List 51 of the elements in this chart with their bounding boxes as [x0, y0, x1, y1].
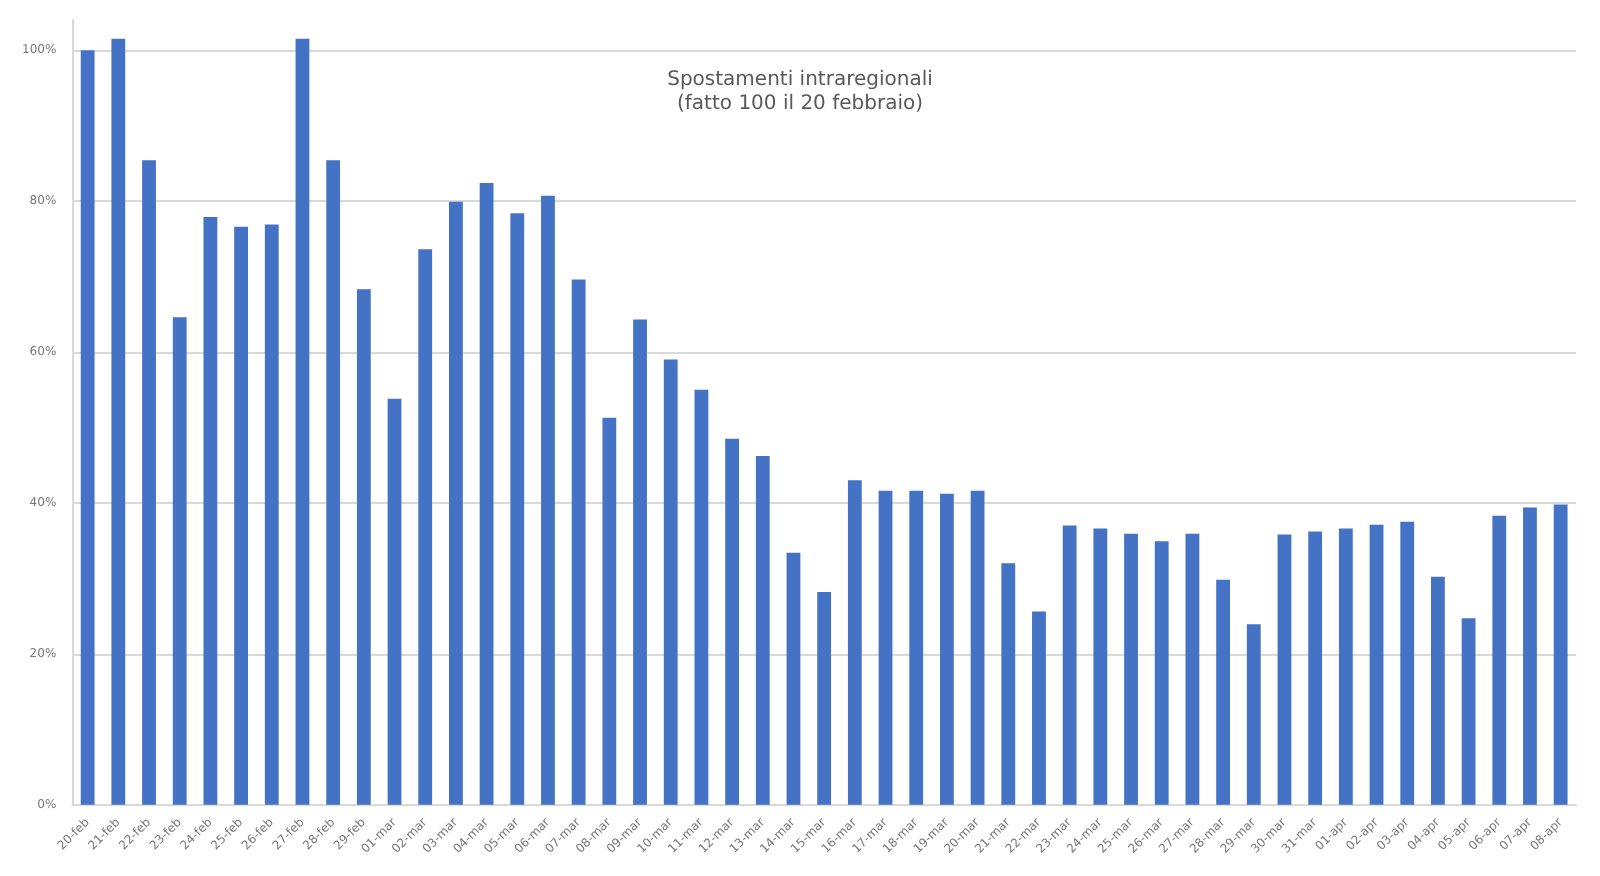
bar — [479, 182, 494, 805]
bar — [111, 38, 126, 805]
bar — [1400, 521, 1415, 805]
bar — [878, 490, 893, 805]
bar — [694, 389, 709, 805]
bar — [172, 317, 187, 805]
bar — [80, 50, 95, 805]
bar — [418, 249, 433, 805]
bar — [1308, 531, 1323, 805]
bar — [264, 224, 279, 805]
bar — [940, 493, 954, 805]
bar — [356, 289, 371, 805]
bar — [1032, 611, 1046, 805]
bar — [1093, 528, 1108, 805]
bar — [510, 213, 525, 805]
text: Spostamenti intraregionali — [667, 69, 933, 91]
bar — [1369, 524, 1384, 805]
bar — [1246, 624, 1261, 805]
bar — [847, 480, 862, 805]
bar — [970, 490, 985, 805]
bar — [1277, 534, 1292, 805]
bar — [725, 438, 739, 805]
bar — [1062, 525, 1077, 805]
bar — [1492, 515, 1507, 805]
bar — [234, 226, 248, 805]
bar — [1216, 579, 1230, 805]
bar — [1124, 533, 1138, 805]
bar — [1338, 528, 1353, 805]
bar — [1154, 541, 1169, 805]
bar — [602, 417, 617, 805]
bar — [449, 201, 463, 805]
bar — [1461, 618, 1476, 805]
bar — [1431, 576, 1445, 805]
text: (fatto 100 il 20 febbraio) — [677, 93, 924, 115]
bar — [1523, 507, 1537, 805]
bar — [1553, 504, 1568, 805]
bar — [786, 552, 801, 805]
bar — [387, 398, 402, 805]
bar — [663, 359, 678, 805]
bar — [817, 591, 832, 805]
bar — [1185, 533, 1200, 805]
bar — [295, 38, 310, 805]
bar — [755, 456, 770, 805]
bar — [633, 319, 647, 805]
bar — [541, 195, 555, 805]
bar — [142, 160, 156, 805]
bar — [203, 216, 218, 805]
bar — [1001, 563, 1016, 805]
bar — [909, 490, 924, 805]
bar — [571, 279, 586, 805]
bar — [326, 160, 341, 805]
